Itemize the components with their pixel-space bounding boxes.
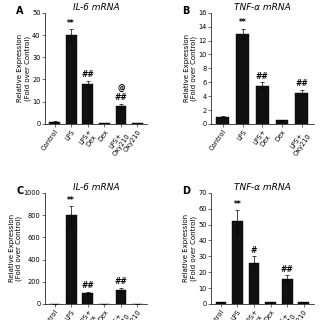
Bar	[83, 84, 93, 124]
Title: TNF-α mRNA: TNF-α mRNA	[234, 3, 291, 12]
Bar	[282, 279, 292, 304]
Text: B: B	[182, 6, 190, 16]
Title: IL-6 mRNA: IL-6 mRNA	[73, 183, 119, 192]
Text: ##: ##	[82, 281, 94, 290]
Bar	[116, 106, 126, 124]
Y-axis label: Relative Expression
(Fold over Control): Relative Expression (Fold over Control)	[184, 34, 197, 102]
Bar	[116, 290, 126, 304]
Text: C: C	[16, 186, 23, 196]
Bar	[66, 215, 77, 304]
Bar	[99, 123, 110, 124]
Bar	[216, 117, 229, 124]
Y-axis label: Relative Expression
(Fold over Control): Relative Expression (Fold over Control)	[9, 214, 22, 283]
Bar	[256, 86, 269, 124]
Text: @
##: @ ##	[115, 84, 127, 102]
Bar	[232, 221, 243, 304]
Text: **: **	[68, 196, 75, 204]
Bar	[276, 120, 288, 124]
Bar	[265, 302, 276, 304]
Title: IL-6 mRNA: IL-6 mRNA	[73, 3, 119, 12]
Text: #: #	[251, 246, 257, 255]
Bar	[66, 35, 77, 124]
Title: TNF-α mRNA: TNF-α mRNA	[234, 183, 291, 192]
Y-axis label: Relative Expression
(Fold over Control): Relative Expression (Fold over Control)	[17, 34, 31, 102]
Text: D: D	[182, 186, 190, 196]
Text: **: **	[239, 18, 246, 27]
Text: ##: ##	[82, 70, 94, 79]
Bar	[132, 123, 143, 124]
Text: ##: ##	[281, 265, 293, 274]
Bar	[298, 302, 309, 304]
Bar	[49, 122, 60, 124]
Text: **: **	[234, 200, 241, 209]
Bar	[295, 93, 308, 124]
Bar	[83, 293, 93, 304]
Text: **: **	[68, 19, 75, 28]
Bar	[216, 302, 226, 304]
Text: ##: ##	[256, 72, 269, 81]
Y-axis label: Relative Expression
(Fold over Control): Relative Expression (Fold over Control)	[183, 214, 197, 283]
Bar	[249, 263, 260, 304]
Text: ##: ##	[115, 277, 127, 286]
Bar	[236, 34, 249, 124]
Text: A: A	[16, 6, 24, 16]
Text: ##: ##	[295, 79, 308, 88]
